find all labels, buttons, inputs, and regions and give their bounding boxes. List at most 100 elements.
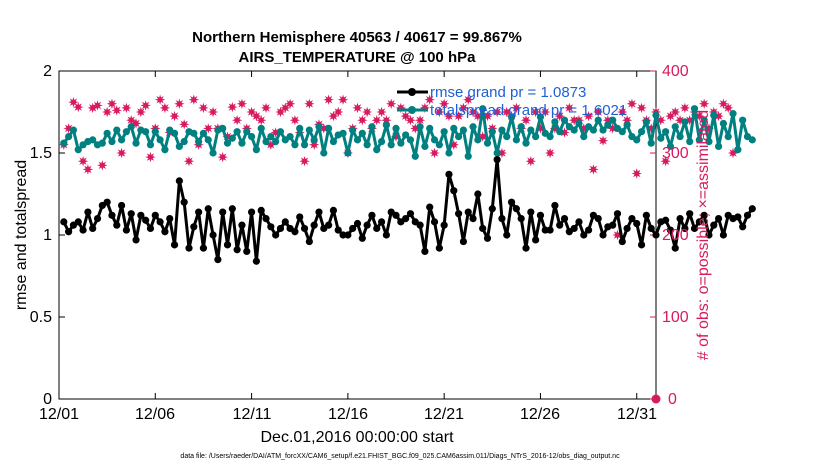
rmse-point bbox=[334, 226, 342, 234]
rmse-point bbox=[315, 208, 323, 216]
obs-count-point bbox=[429, 147, 440, 159]
rmse-point bbox=[686, 210, 694, 218]
totalspread-point bbox=[652, 111, 660, 119]
y2-tick-label-1: 100 bbox=[662, 309, 689, 326]
totalspread-point bbox=[724, 133, 732, 141]
totalspread-point bbox=[103, 129, 111, 137]
totalspread-point bbox=[89, 136, 97, 144]
rmse-point bbox=[358, 234, 366, 242]
totalspread-point bbox=[195, 137, 203, 146]
rmse-point bbox=[214, 256, 222, 264]
obs-count-point bbox=[626, 98, 638, 109]
totalspread-point bbox=[493, 149, 501, 157]
totalspread-point bbox=[223, 139, 232, 147]
rmse-point bbox=[435, 244, 443, 252]
rmse-point bbox=[662, 216, 670, 224]
obs-count-point bbox=[617, 106, 628, 118]
totalspread-point bbox=[512, 136, 520, 144]
totalspread-point bbox=[98, 139, 106, 147]
x-tick-label-4: 12/21 bbox=[424, 406, 464, 423]
totalspread-point bbox=[190, 129, 198, 137]
totalspread-point bbox=[127, 123, 135, 131]
rmse-point bbox=[440, 221, 448, 229]
totalspread-point bbox=[276, 128, 285, 136]
rmse-point bbox=[474, 190, 482, 198]
totalspread-point bbox=[209, 149, 217, 157]
totalspread-point bbox=[739, 116, 747, 124]
totalspread-point bbox=[382, 121, 390, 129]
rmse-point bbox=[310, 221, 318, 229]
legend: rmse grand pr = 1.0873 totalspread grand… bbox=[397, 84, 627, 119]
rmse-point bbox=[142, 216, 150, 224]
obs-count-point bbox=[564, 102, 575, 114]
rmse-point bbox=[580, 231, 588, 239]
rmse-point bbox=[690, 224, 699, 233]
totalspread-point bbox=[368, 123, 376, 131]
totalspread-point bbox=[719, 119, 728, 128]
totalspread-point bbox=[262, 137, 270, 146]
rmse-point bbox=[180, 198, 188, 206]
x-axis-label: Dec.01,2016 00:00:00 start bbox=[260, 429, 454, 446]
obs-count-point bbox=[544, 147, 556, 159]
rmse-point bbox=[146, 224, 155, 233]
obs-count-point bbox=[169, 110, 180, 122]
totalspread-point bbox=[358, 129, 366, 137]
totalspread-point bbox=[589, 126, 598, 134]
rmse-point bbox=[503, 231, 511, 239]
obs-count-point bbox=[304, 98, 315, 109]
totalspread-point bbox=[411, 152, 419, 160]
totalspread-point bbox=[175, 142, 183, 151]
totalspread-point bbox=[108, 137, 116, 146]
rmse-point bbox=[695, 218, 703, 226]
rmse-point bbox=[623, 224, 631, 233]
rmse-point bbox=[628, 215, 636, 223]
rmse-point bbox=[637, 241, 646, 249]
totalspread-point bbox=[199, 129, 208, 137]
x-tick-label-5: 12/26 bbox=[520, 406, 560, 423]
totalspread-point bbox=[594, 116, 602, 124]
totalspread-point bbox=[556, 128, 564, 136]
obs-count-point bbox=[386, 98, 397, 109]
rmse-point bbox=[739, 223, 747, 231]
obs-count-point bbox=[82, 164, 94, 175]
totalspread-point bbox=[748, 136, 756, 144]
obs-count-point bbox=[458, 102, 469, 114]
totalspread-point bbox=[681, 118, 689, 126]
rmse-point bbox=[459, 237, 468, 246]
totalspread-point bbox=[729, 110, 737, 118]
rmse-point bbox=[517, 215, 525, 223]
rmse-point bbox=[151, 211, 159, 219]
obs-count-point bbox=[77, 156, 89, 167]
totalspread-point bbox=[474, 136, 482, 144]
rmse-point bbox=[719, 231, 728, 239]
rmse-point bbox=[185, 244, 193, 252]
rmse-point bbox=[493, 155, 501, 164]
totalspread-point bbox=[310, 136, 318, 144]
totalspread-point bbox=[570, 126, 578, 134]
rmse-point bbox=[512, 205, 520, 213]
rmse-point bbox=[166, 215, 174, 223]
totalspread-point bbox=[642, 118, 650, 126]
rmse-point bbox=[353, 219, 362, 228]
totalspread-point bbox=[609, 116, 617, 124]
rmse-point bbox=[402, 215, 410, 223]
rmse-point bbox=[527, 208, 535, 216]
rmse-point bbox=[305, 237, 313, 246]
obs-count-point bbox=[593, 106, 604, 118]
totalspread-point bbox=[286, 133, 294, 141]
obs-count-point bbox=[660, 156, 671, 167]
totalspread-point bbox=[517, 123, 525, 131]
rmse-point bbox=[204, 205, 212, 213]
totalspread-point bbox=[483, 139, 492, 147]
obs-count-point bbox=[463, 94, 474, 105]
obs-count-point bbox=[424, 94, 435, 105]
totalspread-point bbox=[623, 121, 631, 129]
rmse-point bbox=[60, 218, 68, 226]
rmse-point bbox=[546, 226, 554, 234]
obs-count-point bbox=[434, 106, 445, 118]
totalspread-point bbox=[464, 152, 472, 160]
totalspread-point bbox=[233, 128, 241, 136]
rmse-point bbox=[584, 226, 593, 234]
totalspread-point bbox=[272, 137, 280, 146]
rmse-point bbox=[276, 224, 285, 233]
